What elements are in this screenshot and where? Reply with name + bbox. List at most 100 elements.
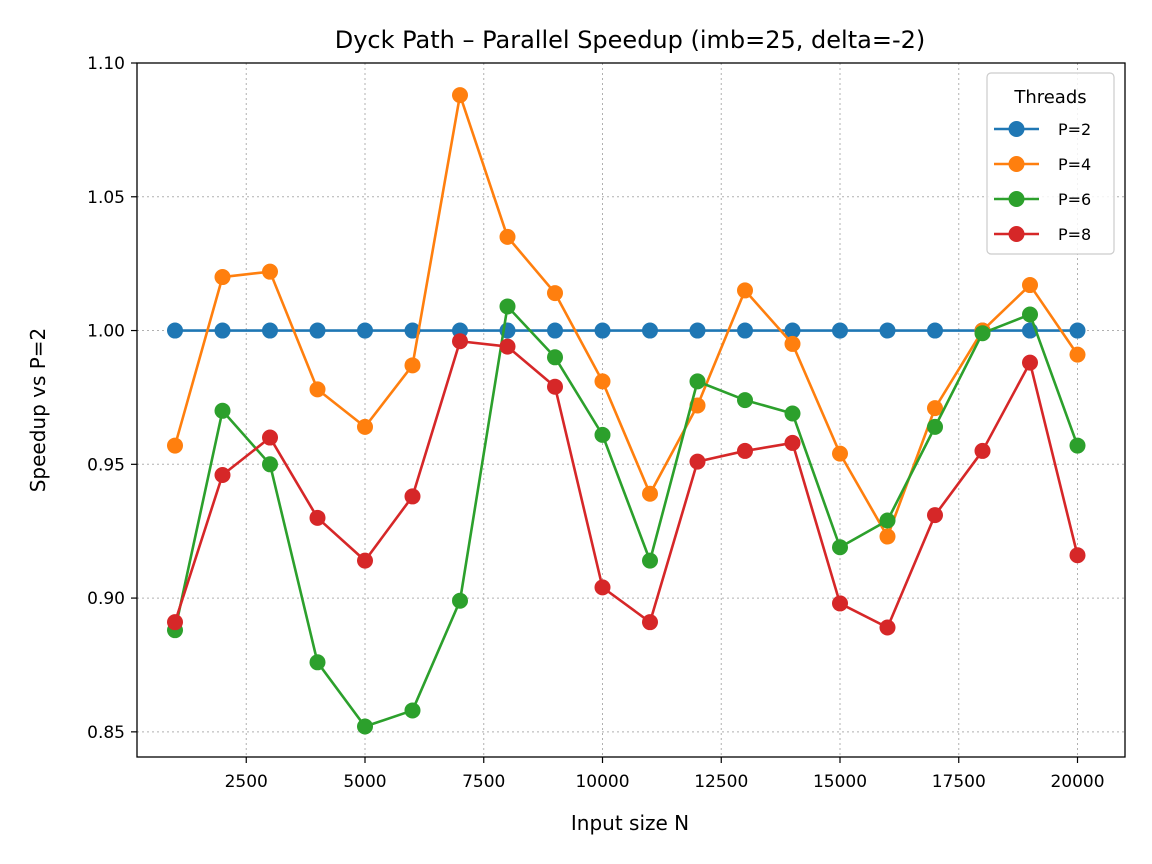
x-tick-label: 5000 [343,772,386,792]
legend-box [986,72,1115,255]
data-point [309,654,326,671]
y-tick-label: 0.95 [87,455,125,475]
legend-label: P=4 [1058,155,1091,174]
data-point [642,614,658,631]
x-tick-label: 12500 [694,772,748,792]
data-point [927,322,943,339]
data-point [594,426,611,443]
data-point [404,702,421,719]
legend-label: P=6 [1058,190,1091,209]
axes: 2500 5000 7500 10000 12500 15000 17500 20000 0.8… [87,54,1126,792]
y-tick-label: 0.90 [87,589,125,609]
data-point [357,418,373,435]
data-point [737,282,753,299]
series-P=2 [167,322,1086,339]
legend-swatch-marker [1008,226,1025,242]
data-point [642,485,658,502]
data-point [737,442,753,459]
data-point [499,228,516,245]
data-point [1069,346,1086,363]
data-point [452,333,468,350]
x-tick-label: 17500 [932,772,986,792]
data-point [309,322,326,339]
data-point [1069,547,1086,564]
legend-label: P=2 [1058,120,1091,139]
x-tick-label: 20000 [1050,772,1104,792]
legend-item-P=8: P=8 [994,225,1091,244]
data-point [1069,437,1086,454]
data-point [1022,277,1038,294]
data-point [167,322,183,339]
legend-label: P=8 [1058,225,1091,244]
data-point [737,322,753,339]
data-point [404,357,421,374]
data-point [974,442,991,459]
grid [137,62,1125,757]
data-point [784,434,801,451]
data-point [262,456,278,473]
legend: Threads P=2 P=4 P=6 P=8 [986,72,1115,255]
data-point [1069,322,1086,339]
legend-swatch-marker [1008,121,1025,137]
data-point [167,437,183,454]
data-point [214,269,231,286]
x-tick-label: 7500 [462,772,505,792]
data-point [404,488,421,505]
data-point [452,87,468,104]
data-point [879,528,896,545]
data-point [689,373,706,390]
legend-swatch-marker [1008,156,1025,172]
data-point [167,614,183,631]
data-point [689,322,706,339]
data-point [547,349,563,366]
data-point [594,579,611,596]
x-axis-label: Input size N [571,811,689,835]
legend-title: Threads [1013,87,1086,108]
data-point [357,552,373,569]
data-point [737,392,753,409]
series-P=4 [167,87,1086,545]
legend-item-P=4: P=4 [994,155,1091,174]
series-P=6 [167,298,1086,735]
data-point [309,509,326,526]
series-line [173,339,1079,629]
data-point [927,418,943,435]
data-point [547,285,563,302]
data-point [262,429,278,446]
data-point [1022,306,1038,323]
data-point [832,595,848,612]
data-point [879,512,896,529]
legend-swatch-marker [1008,191,1025,207]
data-point [547,322,563,339]
data-point [879,322,896,339]
data-point [262,263,278,280]
data-point [927,507,943,524]
data-point [499,338,516,355]
data-point [832,445,848,462]
series-P=8 [167,333,1086,636]
y-tick-label: 0.85 [87,723,125,743]
data-point [594,322,611,339]
data-point [404,322,421,339]
y-tick-label: 1.00 [87,322,125,342]
y-tick-label: 1.05 [87,188,125,208]
legend-item-P=6: P=6 [994,190,1091,209]
data-point [499,298,516,315]
data-point [214,402,231,419]
x-tick-label: 10000 [575,772,629,792]
data-point [784,405,801,422]
data-point [642,322,658,339]
data-point [214,322,231,339]
data-point [357,718,373,735]
data-point [689,453,706,470]
data-point [784,322,801,339]
series-layer [167,87,1086,735]
data-point [452,592,468,609]
data-point [357,322,373,339]
data-point [974,325,991,342]
data-point [642,552,658,569]
data-point [832,322,848,339]
y-axis-label: Speedup vs P=2 [26,328,50,493]
